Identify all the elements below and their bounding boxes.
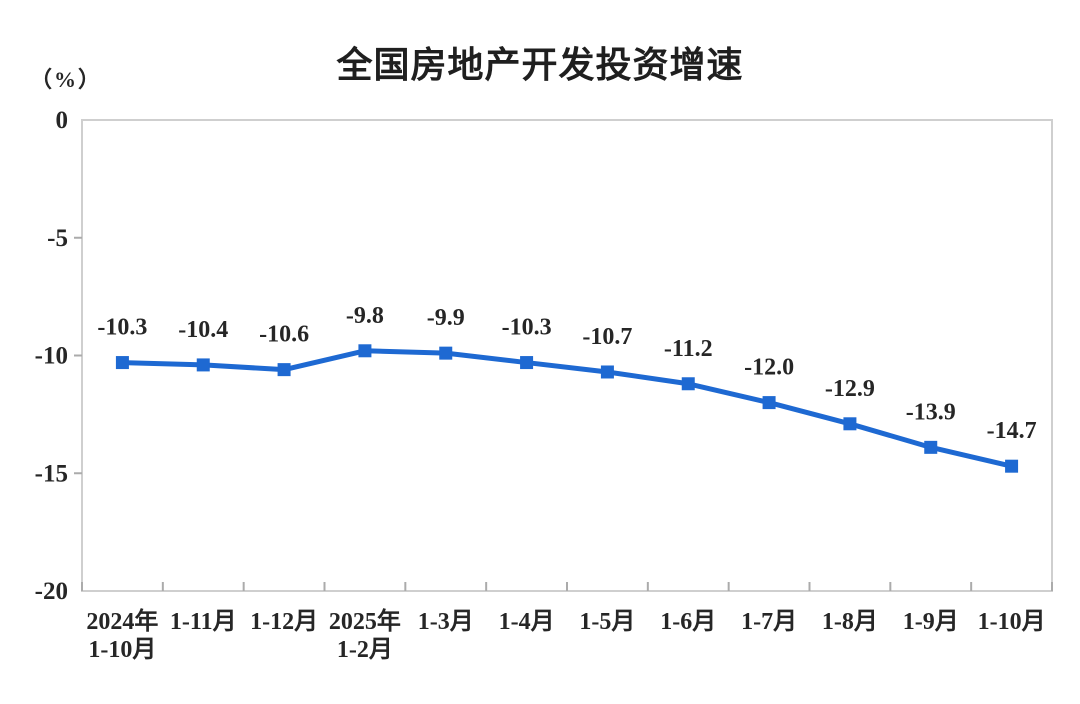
x-axis-category-label: 1-3月 — [418, 609, 474, 635]
data-point-label: -12.0 — [744, 355, 794, 381]
data-point-marker — [196, 358, 210, 372]
y-axis-unit-label: （%） — [30, 67, 103, 92]
x-axis-category-label: 1-11月 — [170, 609, 237, 635]
data-point-label: -12.9 — [825, 376, 875, 402]
x-axis-category-label: 1-6月 — [660, 609, 716, 635]
data-point-label: -10.4 — [178, 317, 228, 343]
data-line — [119, 348, 1015, 469]
data-point-label: -14.7 — [987, 418, 1037, 444]
x-axis-category-label: 1-12月 — [250, 609, 318, 635]
x-axis-category-label: 2025年 1-2月 — [329, 607, 401, 663]
plot-border — [81, 119, 1053, 592]
chart-title: 全国房地产开发投资增速 — [336, 44, 744, 85]
data-point-marker — [277, 363, 291, 377]
data-point-marker — [439, 346, 453, 360]
data-point-label: -11.2 — [664, 336, 713, 362]
x-axis-category-label: 1-8月 — [822, 609, 878, 635]
data-point-label: -10.3 — [97, 315, 147, 341]
data-point-marker — [115, 356, 129, 370]
data-point-label: -10.7 — [582, 324, 632, 350]
data-point-label: -13.9 — [906, 399, 956, 425]
y-axis-tick-label: -10 — [35, 343, 68, 370]
x-axis-category-label: 1-5月 — [579, 609, 635, 635]
x-axis-category-label: 1-10月 — [978, 609, 1046, 635]
data-point-marker — [1005, 459, 1019, 473]
x-axis-category-label: 1-9月 — [903, 609, 959, 635]
y-axis-tick-label: -20 — [35, 578, 68, 605]
data-point-marker — [520, 356, 534, 370]
y-axis-tick-label: -15 — [35, 460, 68, 487]
data-point-marker — [358, 344, 372, 358]
x-axis-category-label: 2024年 1-10月 — [86, 607, 158, 663]
data-point-label: -10.3 — [502, 315, 552, 341]
data-point-marker — [843, 417, 857, 431]
data-point-marker — [600, 365, 614, 379]
y-axis-tick-label: -5 — [47, 225, 68, 252]
y-axis-tick-label: 0 — [56, 107, 69, 134]
data-point-label: -9.8 — [346, 303, 384, 329]
data-point-marker — [681, 377, 695, 391]
data-point-marker — [762, 396, 776, 410]
data-point-marker — [924, 440, 938, 454]
data-point-label: -10.6 — [259, 322, 309, 348]
x-axis-category-label: 1-4月 — [499, 609, 555, 635]
data-point-label: -9.9 — [427, 305, 465, 331]
x-axis-category-label: 1-7月 — [741, 609, 797, 635]
